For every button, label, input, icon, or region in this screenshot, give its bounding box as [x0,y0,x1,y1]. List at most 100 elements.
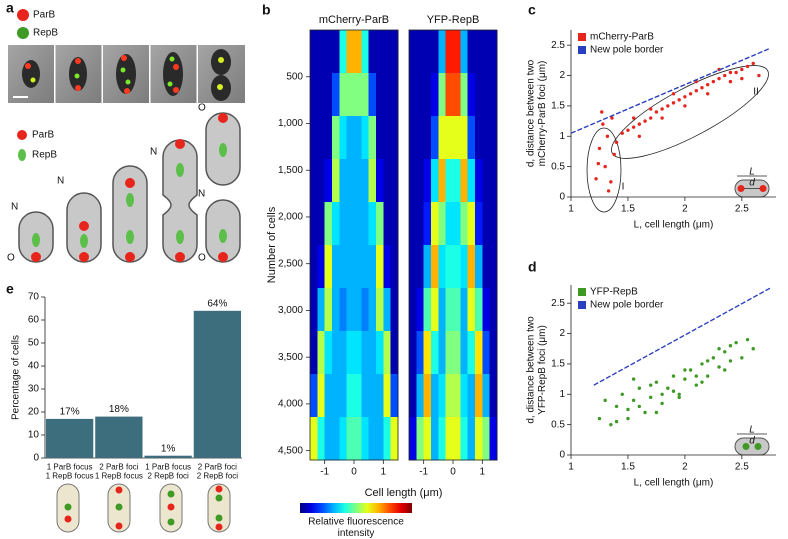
data-point [694,383,698,387]
heatmap-cell [416,288,424,332]
heatmap-cell [368,288,377,332]
data-point [683,368,687,372]
heatmap-cell [453,73,461,117]
heatmap-cell [346,331,355,375]
data-point [620,131,624,135]
data-point [700,85,704,90]
bar [95,416,143,458]
x-tick-label: 1 [480,467,486,478]
heatmap-cell [317,331,325,375]
data-point [626,407,630,412]
y-tick-label: 1.5 [551,359,565,370]
heatmap-cell [354,116,362,160]
value-label: 18% [109,404,129,415]
x-tick-label: 1 [568,462,574,473]
heatmap-cell [390,30,399,74]
heatmap-cell [361,374,369,418]
heatmap-cell [431,374,439,418]
heatmap-cell [445,116,454,160]
heatmap-cell [383,374,391,418]
heatmap-cell [332,30,340,74]
heatmap-cell [438,417,446,461]
heatmap-cell [423,288,432,332]
data-point [694,374,698,378]
pole-label: N [11,202,18,213]
heatmap-cell [390,417,399,461]
heatmap-cell [423,374,432,418]
heatmap-cell [475,374,483,418]
heatmap-cell [431,245,439,289]
x-tick-label: 0 [450,467,456,478]
data-point [603,164,607,169]
heatmap-cell [445,30,454,74]
x-tick-label: 1 [568,204,574,215]
border-line [593,287,771,386]
heatmap-cell [445,202,454,246]
heatmap-cell [310,374,318,418]
data-point [594,177,598,181]
pole-label: N [150,147,157,158]
inset-label: L [749,167,755,178]
y-tick-label: 1,500 [278,165,303,176]
heatmap-cell [467,116,476,160]
data-point [631,377,636,381]
data-point [637,386,642,390]
heatmap-cell [383,30,391,74]
bar [144,455,192,458]
heatmap-cell [475,116,483,160]
heatmap-cell [361,202,369,246]
heatmap-cell [460,30,468,74]
heatmap-cell [361,159,369,203]
y-tick-label: 2,000 [278,212,303,223]
heatmap-cell [324,245,333,289]
data-point [705,374,710,378]
legend-label: ParB [32,130,55,141]
heatmap-cell [467,73,476,117]
heatmap-cell [324,374,333,418]
heatmap-cell [376,245,384,289]
bar [193,310,242,458]
heatmap-cell [431,202,439,246]
inset-label: L [749,425,755,436]
data-point [614,140,619,145]
heatmap-cell [438,288,446,332]
y-tick-label: 60 [28,315,40,326]
heatmap-cell [310,30,318,74]
annotation: I [622,182,625,193]
heatmap-cell [409,331,417,375]
x-tick-label: 2.5 [735,204,749,215]
heatmap-cell [489,331,498,375]
legend-label: New pole border [590,45,664,56]
heatmap-cell [310,331,318,375]
data-point [597,146,602,151]
x-axis-label: L, cell length (μm) [634,220,714,231]
x-tick-label: -1 [419,467,428,478]
heatmap-cell [339,417,347,461]
data-point [723,368,727,372]
heatmap-cell [416,374,424,418]
heatmap-cell [467,159,476,203]
heatmap-cell [317,374,325,418]
heatmap-cell [431,288,439,332]
data-point [757,73,761,78]
heatmap-cell [368,116,377,160]
y-tick-label: 0.5 [551,161,565,172]
data-point [666,104,670,108]
value-label: 64% [207,298,227,309]
data-point [643,410,647,415]
x-tick-label: 0 [351,467,357,478]
data-point [637,134,642,138]
heatmap-cell [339,159,347,203]
heatmap-cell [383,202,391,246]
heatmap-cell [482,73,490,117]
y-tick-label: 10 [28,430,40,441]
heatmap-cell [482,245,490,289]
heatmap-cell [383,288,391,332]
heatmap-cell [423,73,432,117]
heatmap-cell [475,288,483,332]
heatmap-cell [460,159,468,203]
legend-dot [17,9,29,21]
data-point [728,79,733,84]
data-point [711,79,716,84]
heatmap-cell [438,374,446,418]
